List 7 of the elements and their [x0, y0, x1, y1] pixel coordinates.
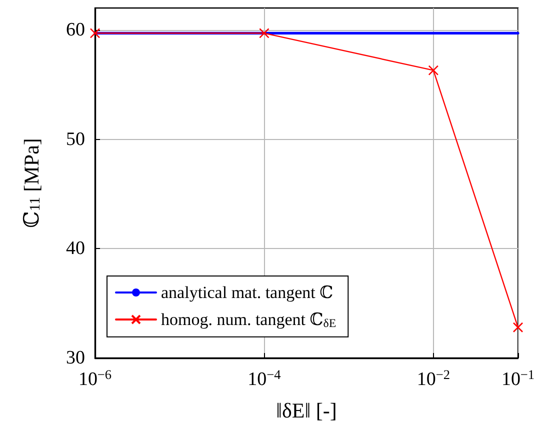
- y-tick-label: 30: [66, 348, 85, 368]
- x-axis-title: ‖δE‖ [-]: [276, 398, 337, 422]
- y-axis-title: ℂ11 [MPa]: [19, 138, 44, 228]
- y-tick-label: 60: [66, 19, 85, 40]
- y-tick-label: 40: [66, 238, 85, 260]
- y-tick-label: 50: [66, 128, 85, 150]
- legend-label: analytical mat. tangent ℂ: [161, 283, 334, 302]
